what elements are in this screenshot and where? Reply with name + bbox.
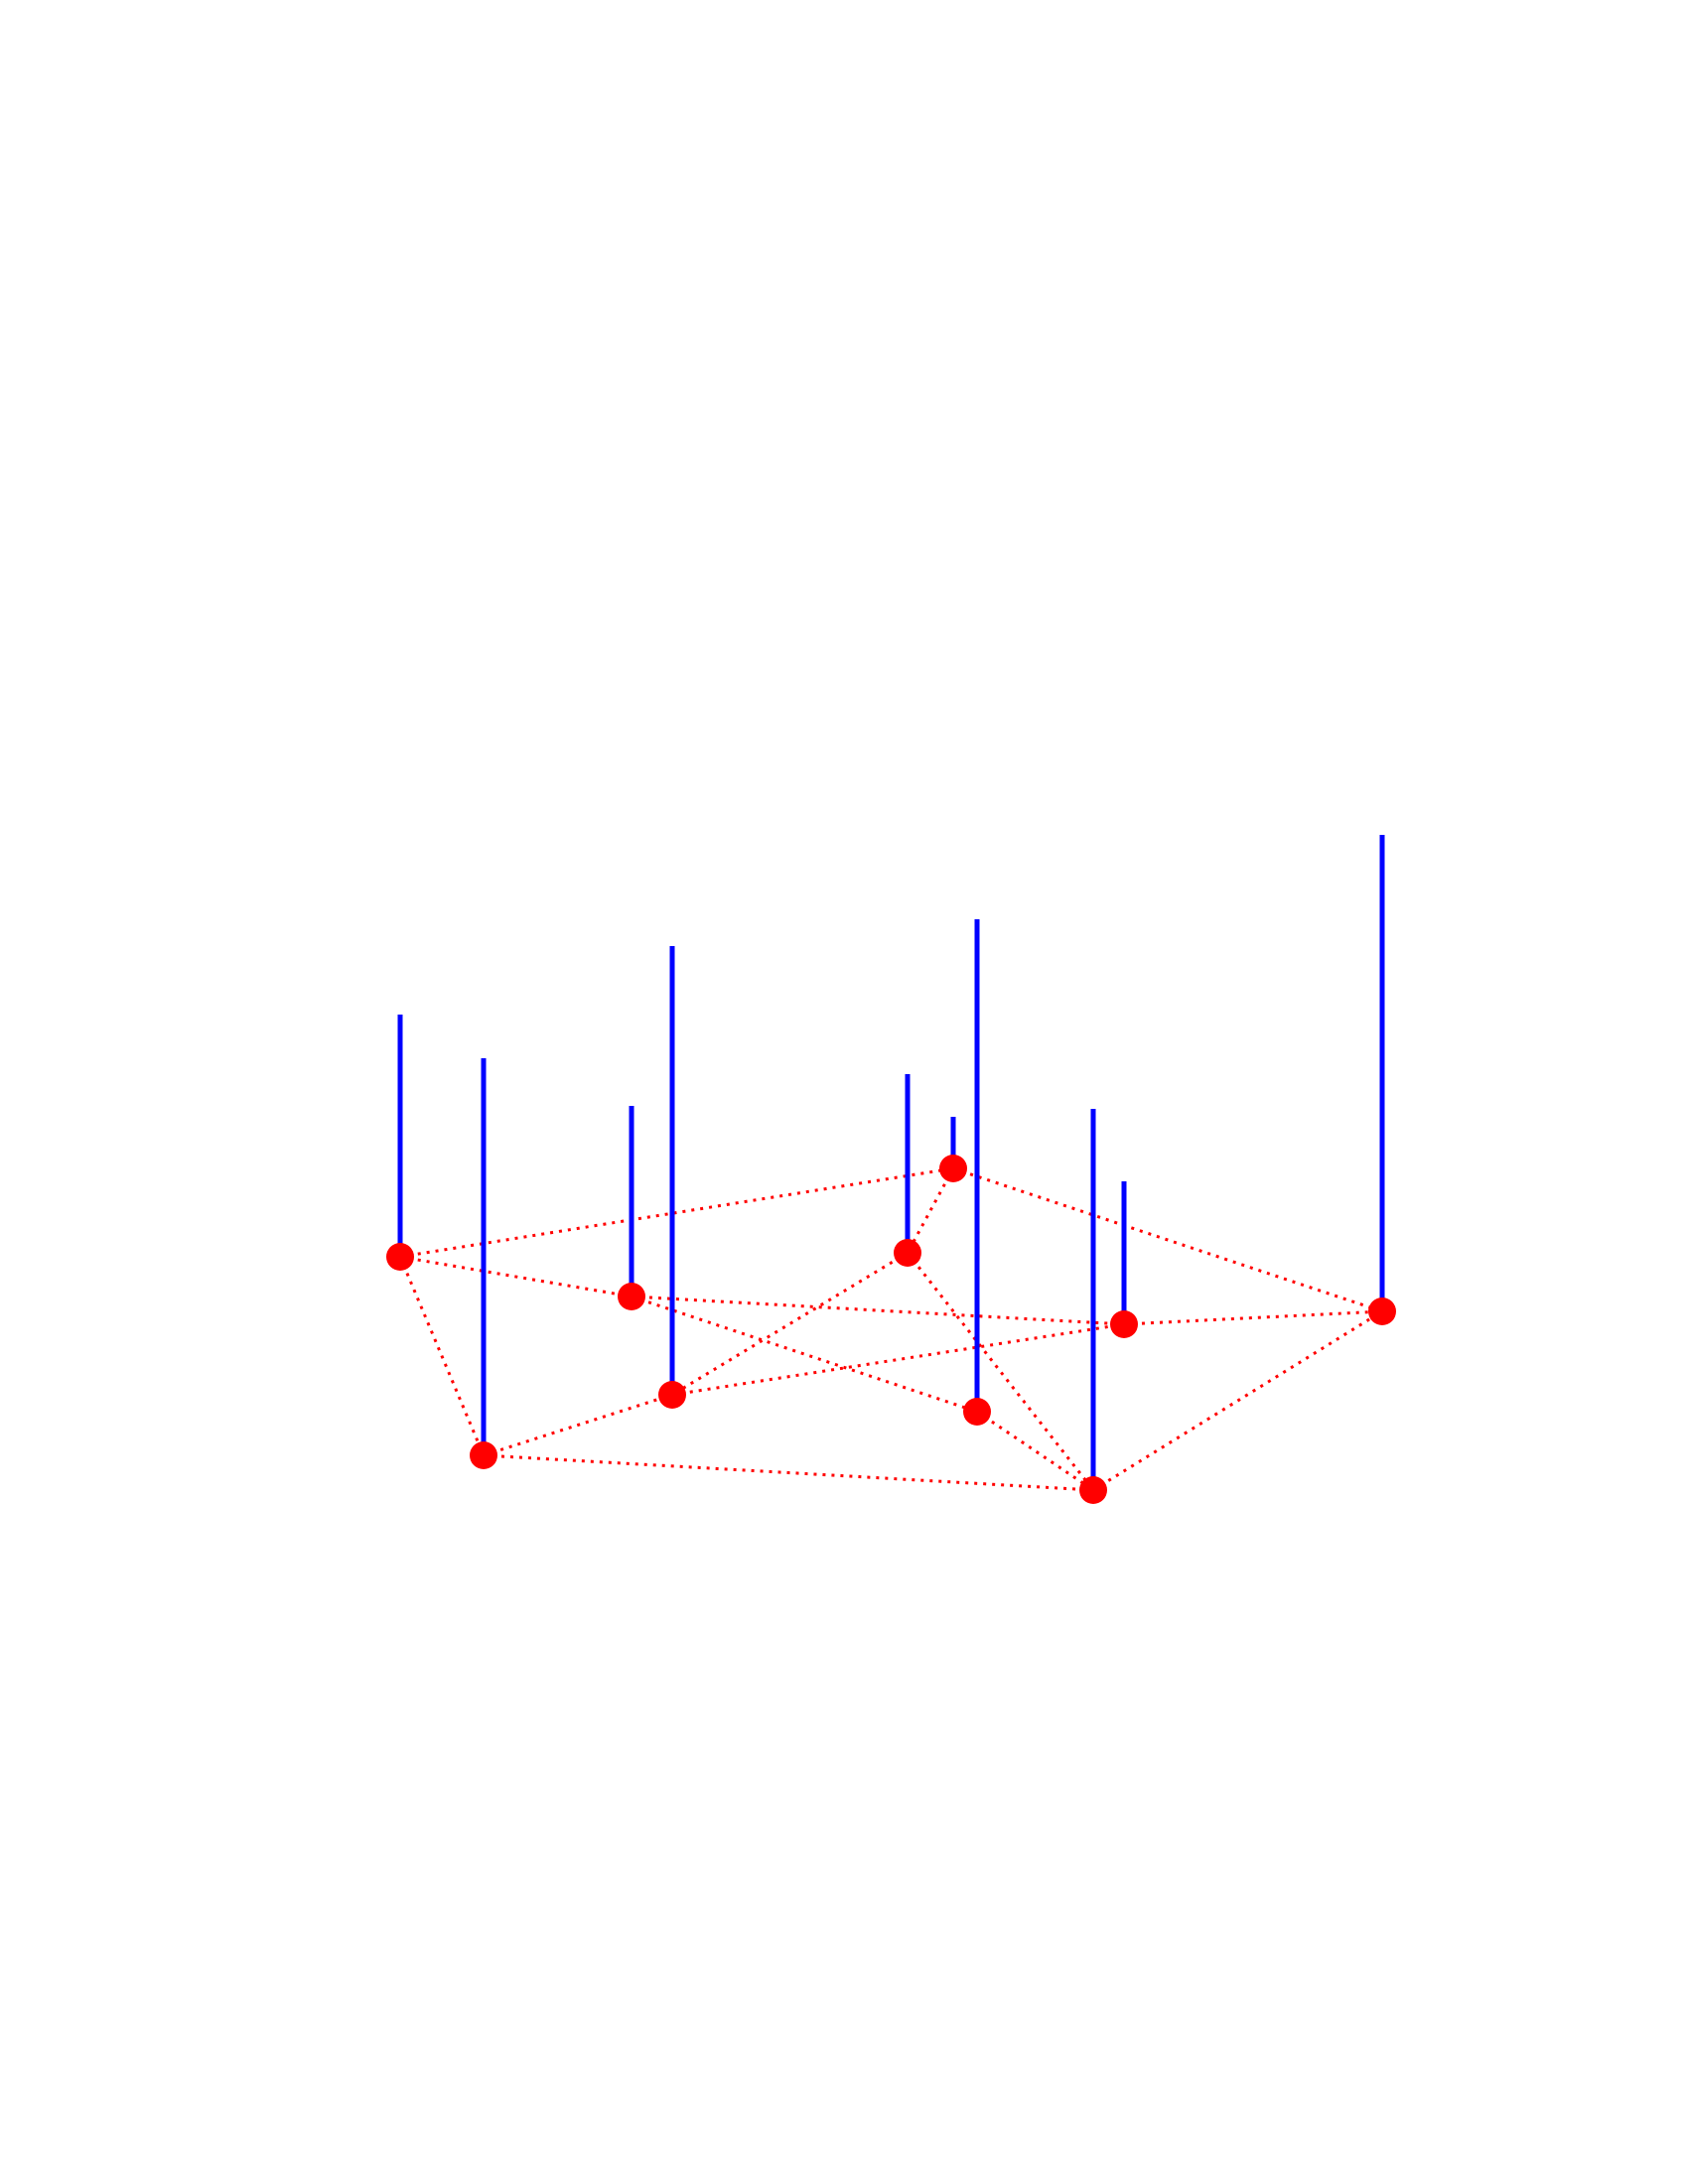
nodes-layer	[386, 1155, 1396, 1504]
edge-n1-n2	[398, 1256, 486, 1456]
edges-layer	[398, 1166, 1383, 1492]
node-n7	[963, 1398, 991, 1426]
node-n4	[658, 1381, 686, 1409]
edge-n2-n8	[483, 1453, 1094, 1492]
node-n9	[1110, 1310, 1138, 1338]
node-n5	[894, 1239, 921, 1267]
edge-n9-n10	[1123, 1309, 1383, 1326]
node-n6	[939, 1155, 967, 1182]
edge-n5-n8	[906, 1252, 1095, 1491]
stems-layer	[397, 835, 1385, 1490]
node-n1	[386, 1243, 414, 1271]
edge-n7-n8	[976, 1410, 1094, 1492]
edge-n6-n10	[952, 1166, 1383, 1313]
edge-n5-n4	[671, 1251, 909, 1397]
node-n3	[618, 1283, 645, 1310]
edge-n1-n3	[399, 1255, 633, 1298]
node-n8	[1079, 1476, 1107, 1504]
node-n2	[470, 1441, 497, 1469]
edge-n2-n4	[483, 1393, 673, 1457]
node-n10	[1368, 1297, 1396, 1325]
edge-n8-n10	[1092, 1309, 1383, 1492]
edge-n3-n9	[631, 1295, 1125, 1326]
edge-n1-n6	[399, 1166, 954, 1259]
